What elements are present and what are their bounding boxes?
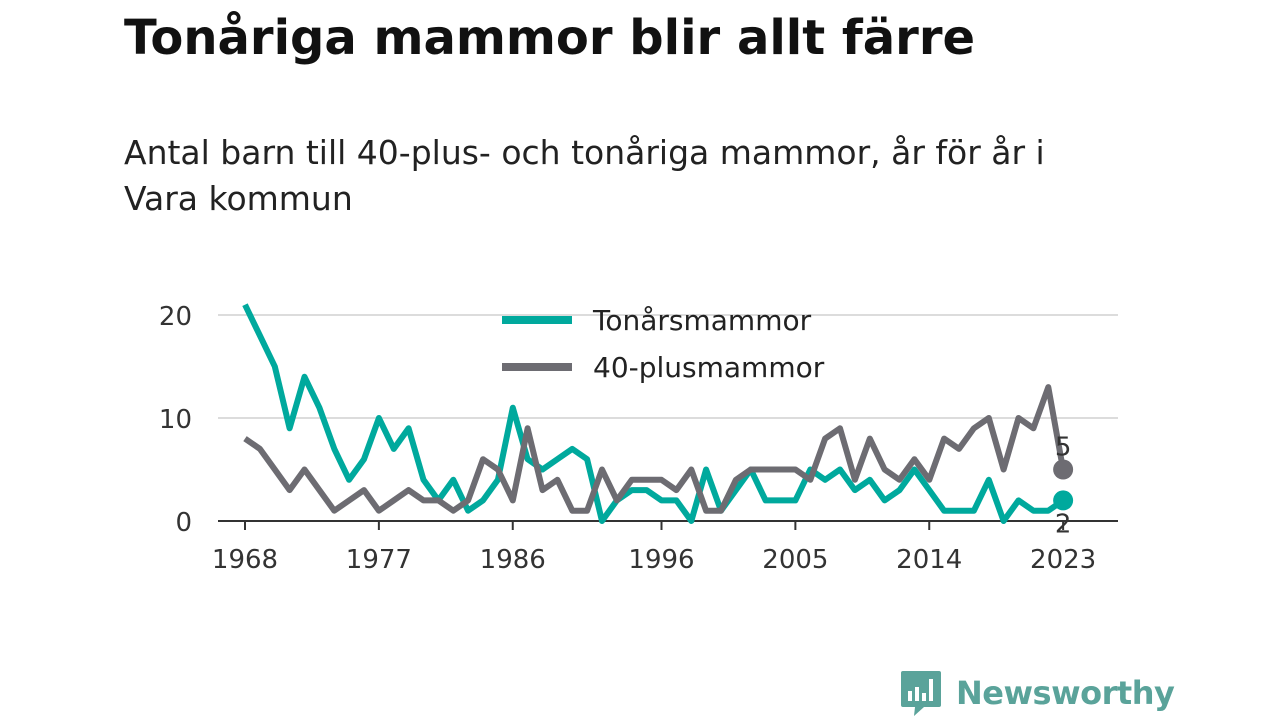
y-tick-label: 10: [159, 405, 192, 435]
x-axis: 1968 1977 1986 1996 2005 2014 2023: [212, 520, 1118, 575]
legend-label: 40-plusmammor: [593, 351, 825, 384]
chart-title: Tonåriga mammor blir allt färre: [124, 10, 976, 66]
x-tick-label: 2014: [896, 545, 962, 575]
gridlines: [218, 314, 1118, 419]
brand-name: Newsworthy: [956, 674, 1175, 712]
legend-label: Tonårsmammor: [592, 304, 812, 337]
legend: Tonårsmammor 40-plusmammor: [502, 304, 825, 384]
end-label: 5: [1055, 433, 1072, 463]
y-axis: 0 10 20: [159, 302, 192, 538]
end-marker: [1053, 459, 1074, 480]
x-tick-label: 2005: [762, 545, 828, 575]
end-label: 2: [1055, 509, 1072, 539]
y-tick-label: 0: [175, 508, 192, 538]
series-lines: [242, 303, 1067, 524]
series-line-2: [243, 384, 1067, 514]
newsworthy-logo: Newsworthy: [900, 668, 1175, 718]
y-tick-label: 20: [159, 302, 192, 332]
newsworthy-logo-icon: [901, 671, 941, 716]
x-tick-label: 1986: [480, 545, 546, 575]
end-labels: 25: [1053, 433, 1074, 539]
x-tick-label: 2023: [1030, 545, 1096, 575]
x-tick-label: 1977: [346, 545, 412, 575]
x-tick-label: 1968: [212, 545, 278, 575]
end-marker: [1053, 490, 1074, 511]
x-tick-label: 1996: [628, 545, 694, 575]
series-line-1: [242, 303, 1065, 524]
chart-subtitle: Antal barn till 40-plus- och tonåriga ma…: [124, 133, 1045, 218]
line-chart: 0 10 20 1968 1977 1986 1996 2005 2014 2023 Tonår…: [159, 302, 1118, 575]
